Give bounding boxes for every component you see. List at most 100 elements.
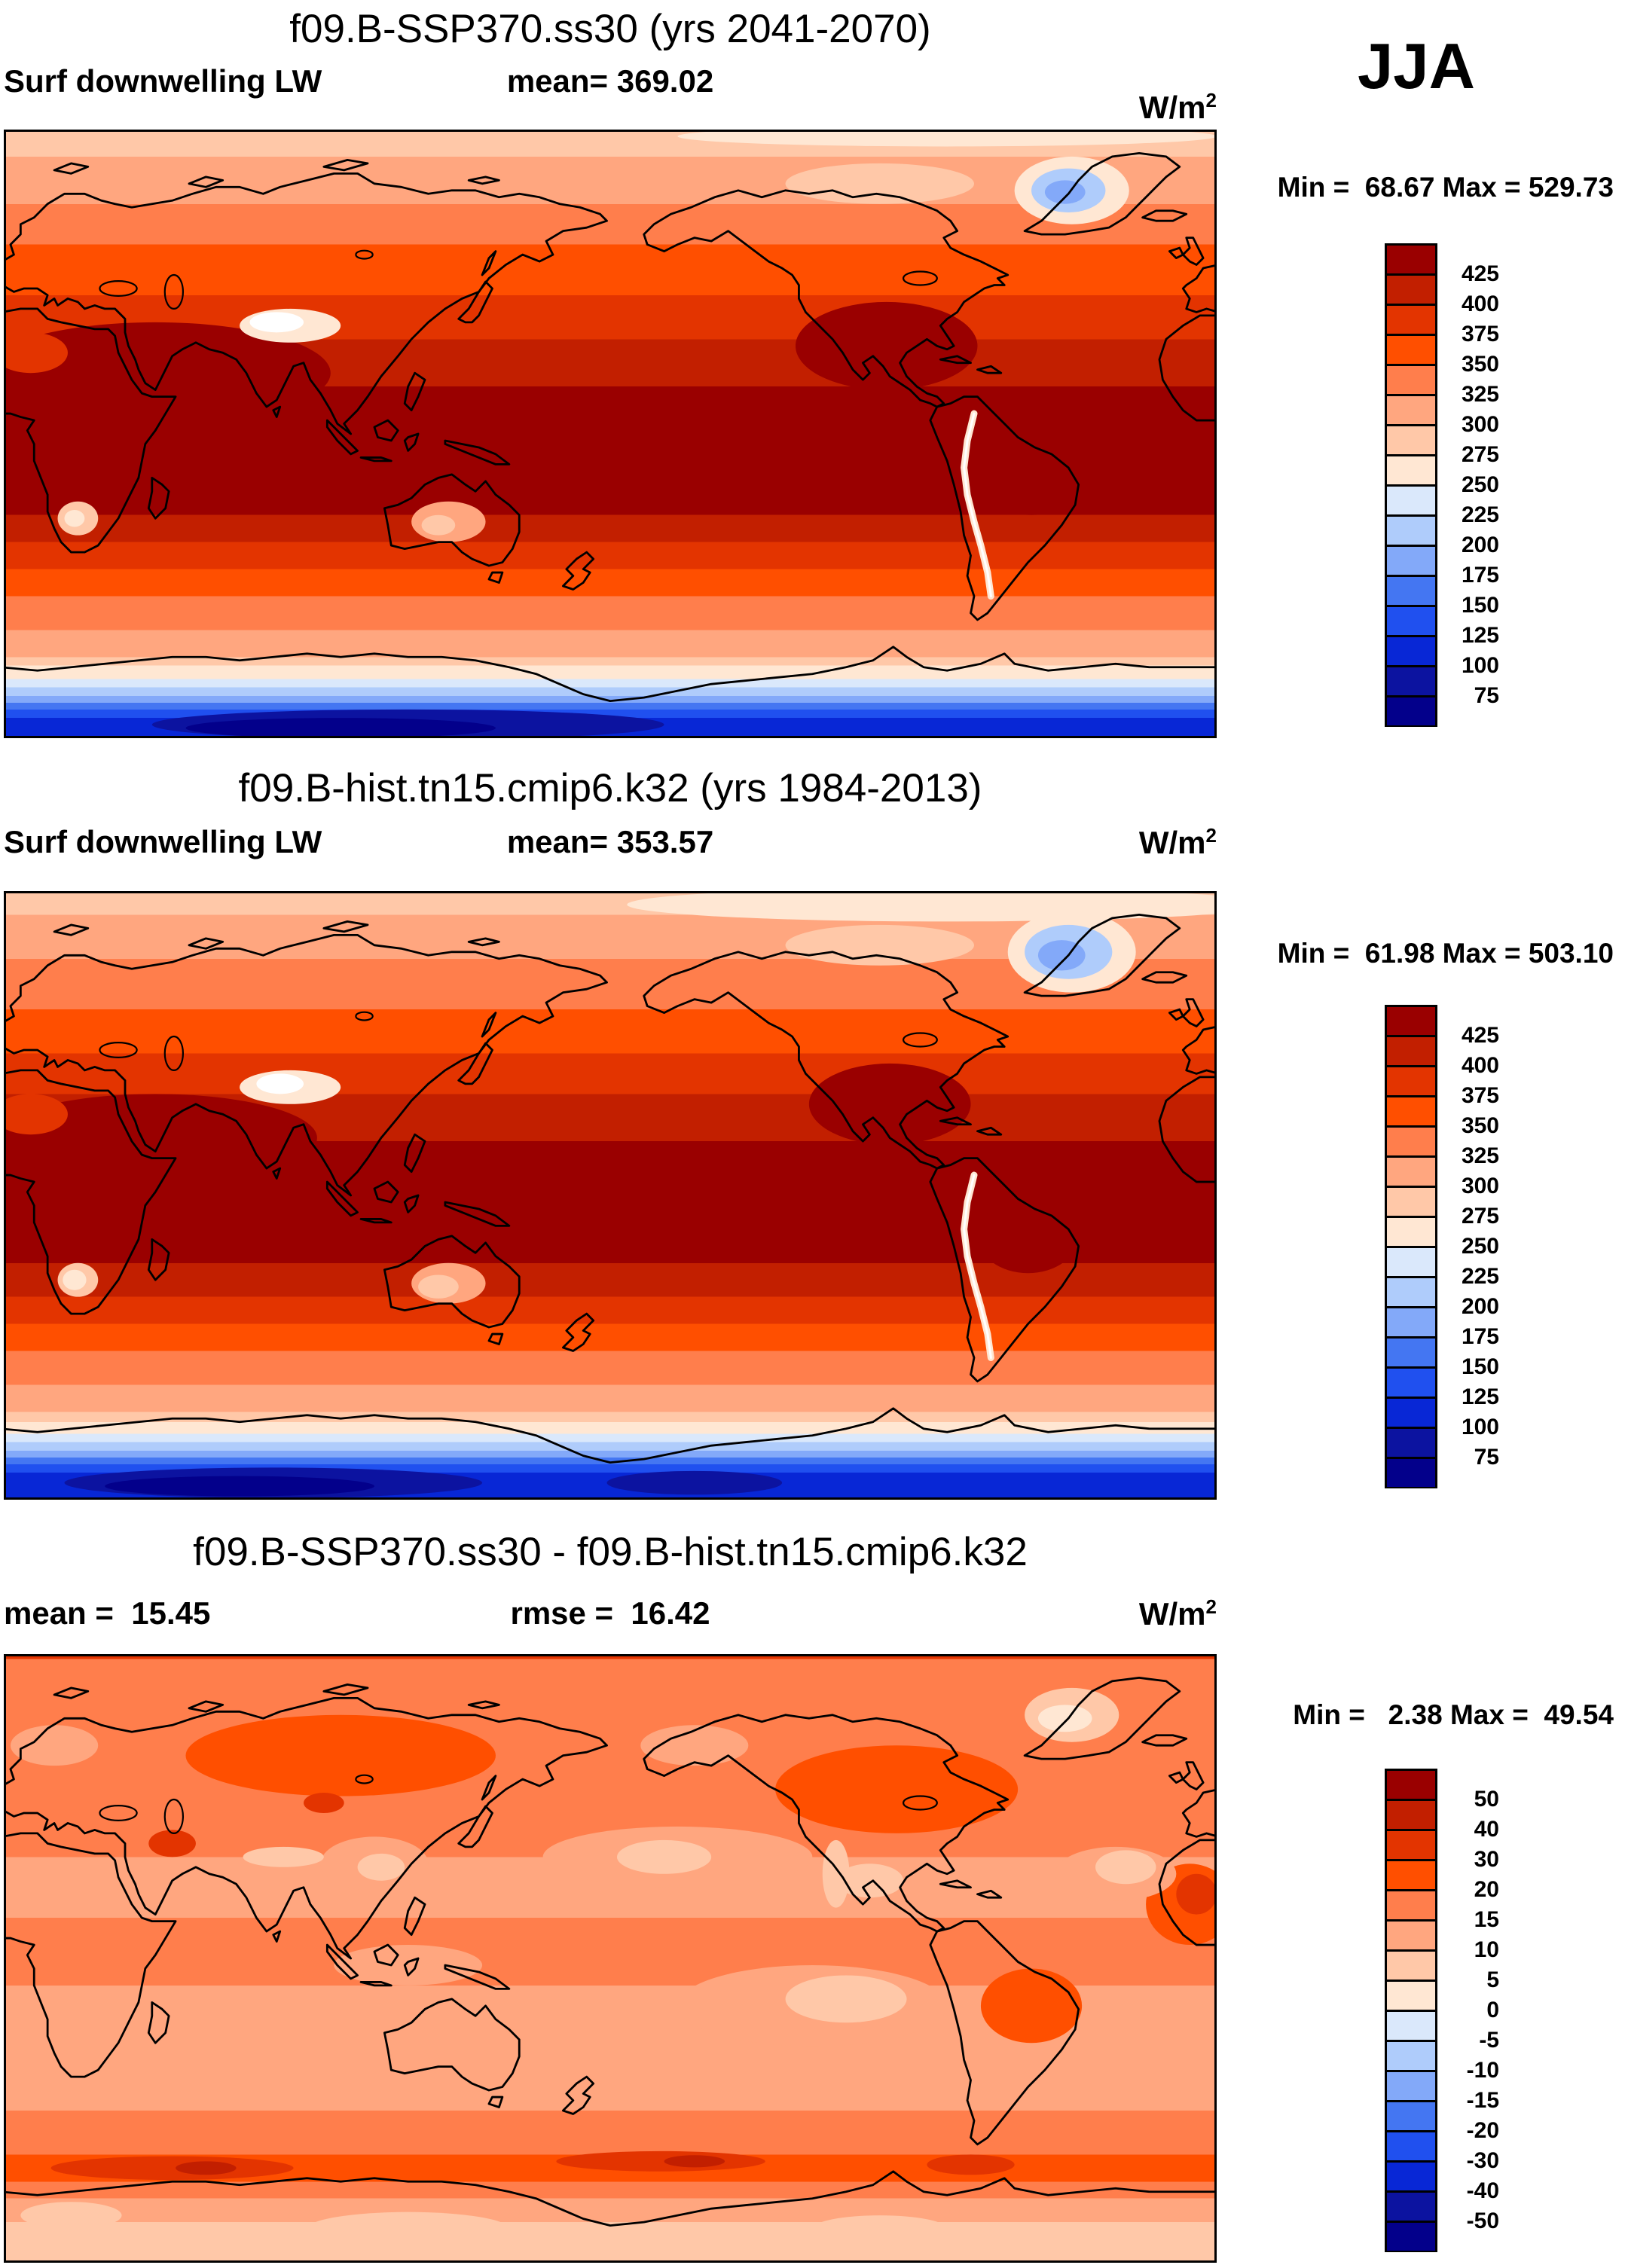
- lake-outline: [163, 1798, 185, 1835]
- coastline: [487, 2096, 504, 2108]
- coastline: [1158, 314, 1217, 422]
- colorbar-tick-label: 400: [1461, 1053, 1499, 1078]
- coastline: [1181, 998, 1205, 1027]
- colorbar-cell: [1385, 2070, 1437, 2102]
- coastline: [1141, 1734, 1188, 1747]
- coastline: [467, 937, 500, 947]
- coastline: [322, 920, 369, 933]
- colorbar-cell: [1385, 545, 1437, 577]
- contour-blob: [249, 312, 304, 333]
- colorbar-tick-label: 20: [1474, 1877, 1499, 1902]
- panel3-unit-label: W/m2: [1138, 1595, 1217, 1632]
- coastline: [481, 1775, 497, 1801]
- map-frame: [4, 1654, 1217, 2263]
- colorbar-tick-label: -30: [1466, 2148, 1499, 2173]
- colorbar-tick-label: 150: [1461, 1354, 1499, 1379]
- panel1-variable-label: Surf downwelling LW: [4, 63, 322, 99]
- coastline: [929, 395, 1080, 621]
- colorbar-tick-label: -50: [1466, 2208, 1499, 2233]
- colorbar-cell: [1385, 1457, 1437, 1488]
- colorbar-tick-label: 0: [1486, 1998, 1499, 2022]
- coastline: [1181, 264, 1217, 313]
- colorbar-tick-label: 375: [1461, 322, 1499, 346]
- colorbar-cell: [1385, 1859, 1437, 1891]
- panel1-unit-label: W/m2: [1138, 89, 1217, 125]
- contour-blob: [4, 1094, 68, 1135]
- coastline: [403, 1957, 420, 1976]
- colorbar-tick-label: -20: [1466, 2118, 1499, 2143]
- colorbar-cell: [1385, 1155, 1437, 1188]
- coastline: [1181, 237, 1205, 266]
- coastline: [444, 439, 511, 466]
- colorbar-tick-label: -5: [1479, 2028, 1499, 2053]
- contour-blob: [835, 1864, 904, 1898]
- lake-outline: [355, 1774, 374, 1784]
- colorbar-tick-label: -15: [1466, 2088, 1499, 2113]
- colorbar-tick-label: 350: [1461, 1113, 1499, 1138]
- contour-blob: [243, 1846, 324, 1867]
- colorbar-cell: [1385, 575, 1437, 607]
- lake-outline: [99, 280, 138, 297]
- contour-blob: [640, 1725, 749, 1766]
- coastline: [457, 1042, 493, 1085]
- colorbar-tick-label: 375: [1461, 1083, 1499, 1108]
- coastline: [188, 1700, 225, 1713]
- colorbar-tick-label: 10: [1474, 1937, 1499, 1962]
- colorbar-cell: [1385, 1095, 1437, 1128]
- colorbar-cell: [1385, 2010, 1437, 2042]
- contour-blob: [334, 1945, 483, 1986]
- contour-blob: [785, 924, 975, 966]
- contour-blob: [1037, 940, 1086, 971]
- colorbar-cell: [1385, 1889, 1437, 1922]
- coastline: [643, 951, 1010, 1170]
- coastline: [4, 1832, 177, 2078]
- coastline: [359, 1981, 393, 1987]
- contour-blob: [304, 1793, 344, 1813]
- coastline: [1181, 1788, 1217, 1838]
- contour-blob: [1095, 1850, 1156, 1885]
- coastline: [188, 176, 225, 188]
- coastline: [4, 172, 608, 435]
- andes-core-streak: [963, 1174, 992, 1359]
- colorbar-cell: [1385, 484, 1437, 517]
- colorbar-tick-label: 300: [1461, 1174, 1499, 1198]
- coastline: [147, 476, 170, 520]
- coastline: [272, 1930, 282, 1943]
- coastline: [325, 419, 359, 456]
- coastline: [383, 1235, 521, 1329]
- coastline: [4, 933, 608, 1197]
- colorbar-canvas-1: [1385, 243, 1437, 727]
- colorbar-tick-label: 125: [1461, 1384, 1499, 1409]
- contour-blob: [1037, 1705, 1092, 1732]
- contour-blob: [63, 1269, 87, 1290]
- contour-blob: [677, 130, 1217, 147]
- coastline: [373, 1180, 399, 1204]
- coastline: [272, 405, 282, 418]
- colorbar-tick-label: 150: [1461, 593, 1499, 618]
- colorbar-tick-label: 425: [1461, 1023, 1499, 1048]
- colorbar-tick-label: 400: [1461, 292, 1499, 316]
- panel2-colorbar: 425 400 375 350 325 300 275 250 225 200 175 150 125 1…: [1385, 1005, 1573, 1488]
- contour-blob: [64, 510, 85, 527]
- coastline: [561, 1312, 595, 1352]
- panel3-rmse-value: rmse = 16.42: [510, 1595, 710, 1631]
- coastline: [939, 355, 972, 365]
- map-canvas-2: [4, 891, 1217, 1500]
- coastline-antarctica: [4, 2170, 1217, 2227]
- coastline: [1181, 1761, 1205, 1790]
- contour-field: [4, 130, 1217, 738]
- coastline: [1168, 246, 1184, 259]
- colorbar-cell: [1385, 2100, 1437, 2132]
- coastline: [643, 1714, 1010, 1933]
- contour-blob: [371, 423, 547, 499]
- colorbar-cell: [1385, 1216, 1437, 1248]
- coastline: [359, 1218, 393, 1224]
- contour-blob: [10, 1725, 99, 1766]
- coastline: [1141, 971, 1188, 984]
- coastline: [1023, 914, 1181, 997]
- coastline: [561, 551, 595, 591]
- coastline: [1023, 152, 1181, 236]
- contour-blob: [808, 1063, 971, 1145]
- map-frame: [4, 891, 1217, 1500]
